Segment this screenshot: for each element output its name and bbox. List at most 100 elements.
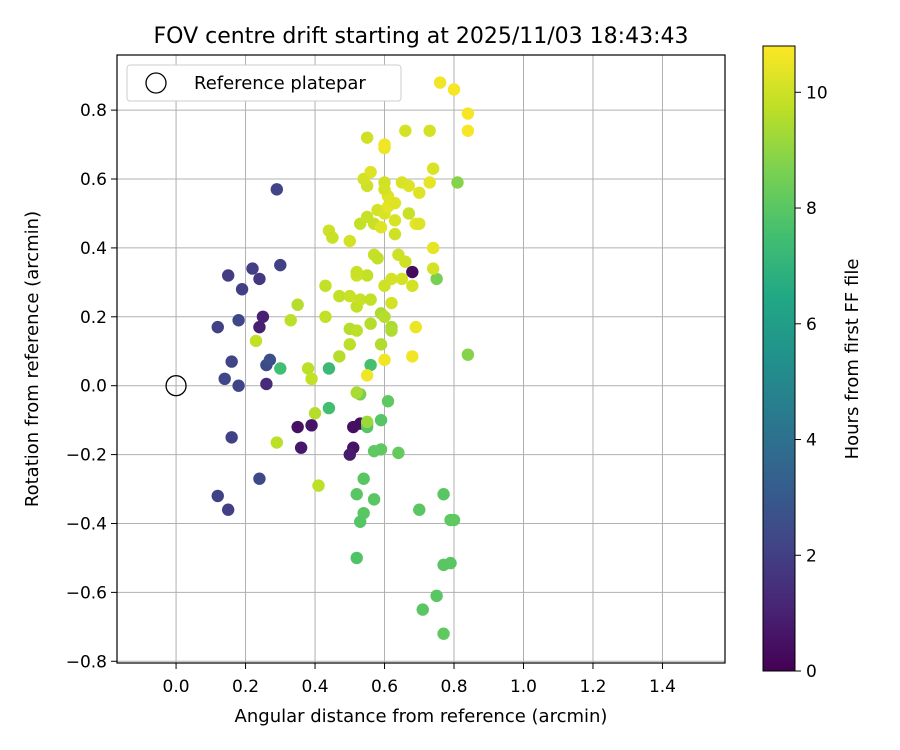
colorbar-tick-label: 4 bbox=[806, 431, 817, 451]
legend-box bbox=[126, 64, 402, 102]
data-point bbox=[211, 320, 224, 334]
data-point bbox=[253, 320, 266, 334]
chart-title: FOV centre drift starting at 2025/11/03 … bbox=[154, 24, 689, 49]
data-point bbox=[426, 241, 440, 255]
data-point bbox=[374, 443, 388, 456]
data-point bbox=[371, 252, 384, 265]
data-point bbox=[388, 227, 402, 241]
data-point bbox=[326, 231, 339, 244]
data-point bbox=[395, 176, 409, 189]
data-point bbox=[249, 334, 263, 348]
data-point bbox=[413, 503, 426, 516]
data-point bbox=[260, 377, 273, 391]
data-point bbox=[388, 214, 402, 227]
data-point bbox=[333, 350, 346, 363]
y-tick-label: 0.2 bbox=[80, 308, 107, 328]
data-point bbox=[367, 493, 381, 506]
x-tick-label: 0.8 bbox=[440, 677, 467, 697]
data-point bbox=[413, 186, 426, 199]
data-point bbox=[274, 258, 287, 272]
data-point bbox=[364, 317, 377, 330]
data-point bbox=[322, 401, 336, 415]
data-point bbox=[461, 107, 475, 120]
data-point bbox=[409, 320, 422, 334]
data-point bbox=[392, 248, 405, 261]
x-tick-label: 1.0 bbox=[510, 677, 537, 697]
data-point bbox=[374, 413, 388, 427]
x-axis-label: Angular distance from reference (arcmin) bbox=[235, 706, 608, 727]
data-points bbox=[165, 76, 475, 640]
data-point bbox=[461, 124, 475, 137]
data-point bbox=[350, 265, 363, 279]
data-point bbox=[350, 324, 363, 337]
grid-lines bbox=[117, 55, 725, 663]
data-point bbox=[423, 176, 436, 189]
x-axis-ticks: 0.0 0.2 0.4 0.6 0.8 1.0 1.2 1.4 bbox=[163, 663, 676, 697]
data-point bbox=[444, 556, 457, 570]
data-point bbox=[385, 296, 398, 310]
data-point bbox=[402, 207, 416, 220]
y-tick-label: −0.6 bbox=[66, 583, 107, 603]
data-point bbox=[364, 358, 377, 372]
data-point bbox=[360, 131, 374, 144]
colorbar-tick-label: 2 bbox=[806, 546, 817, 566]
data-point bbox=[437, 627, 450, 640]
data-point bbox=[225, 355, 238, 368]
legend-label-reference: Reference platepar bbox=[194, 73, 366, 94]
data-point bbox=[378, 310, 391, 324]
colorbar-tick-label: 6 bbox=[806, 315, 817, 335]
data-point bbox=[256, 310, 270, 324]
data-point bbox=[221, 503, 235, 516]
data-point bbox=[253, 472, 266, 485]
data-point bbox=[360, 369, 374, 382]
data-point bbox=[312, 479, 325, 492]
data-point bbox=[364, 293, 377, 306]
data-point bbox=[235, 283, 249, 296]
data-point bbox=[347, 420, 360, 434]
x-tick-label: 0.4 bbox=[302, 677, 329, 697]
data-point bbox=[381, 394, 395, 408]
legend: Reference platepar bbox=[126, 64, 402, 102]
colorbar-tick-label: 10 bbox=[806, 83, 828, 103]
data-point bbox=[274, 362, 287, 375]
data-point bbox=[354, 515, 367, 528]
y-tick-label: 0.6 bbox=[80, 170, 107, 190]
data-point bbox=[447, 513, 461, 527]
data-point bbox=[294, 441, 308, 454]
data-point bbox=[426, 162, 440, 175]
data-point bbox=[406, 350, 419, 363]
y-tick-label: −0.8 bbox=[66, 652, 107, 672]
data-point bbox=[447, 83, 461, 96]
data-point bbox=[374, 338, 388, 351]
data-point bbox=[423, 124, 436, 137]
data-point bbox=[364, 165, 377, 179]
colorbar-label: Hours from first FF file bbox=[842, 259, 863, 460]
data-point bbox=[284, 314, 297, 327]
x-tick-label: 1.4 bbox=[649, 677, 676, 697]
y-axis-label: Rotation from reference (arcmin) bbox=[22, 211, 43, 507]
data-point bbox=[319, 310, 332, 324]
data-point bbox=[343, 234, 356, 248]
data-point bbox=[319, 279, 332, 292]
data-point bbox=[426, 262, 440, 275]
data-point bbox=[360, 415, 374, 429]
y-tick-label: −0.2 bbox=[66, 446, 107, 466]
data-point bbox=[430, 272, 443, 286]
y-tick-label: 0.8 bbox=[80, 101, 107, 121]
data-point bbox=[246, 262, 259, 275]
data-point bbox=[221, 269, 235, 282]
data-point bbox=[308, 407, 322, 420]
data-point bbox=[360, 269, 374, 282]
data-point bbox=[343, 338, 356, 351]
y-tick-label: 0.4 bbox=[80, 239, 107, 259]
data-point bbox=[354, 293, 367, 306]
data-point bbox=[437, 488, 450, 501]
data-point bbox=[291, 298, 304, 311]
data-point bbox=[350, 386, 363, 399]
data-point bbox=[378, 183, 391, 196]
x-tick-label: 1.2 bbox=[579, 677, 606, 697]
data-point bbox=[333, 289, 346, 303]
data-point bbox=[385, 324, 398, 337]
x-tick-label: 0.0 bbox=[163, 677, 190, 697]
